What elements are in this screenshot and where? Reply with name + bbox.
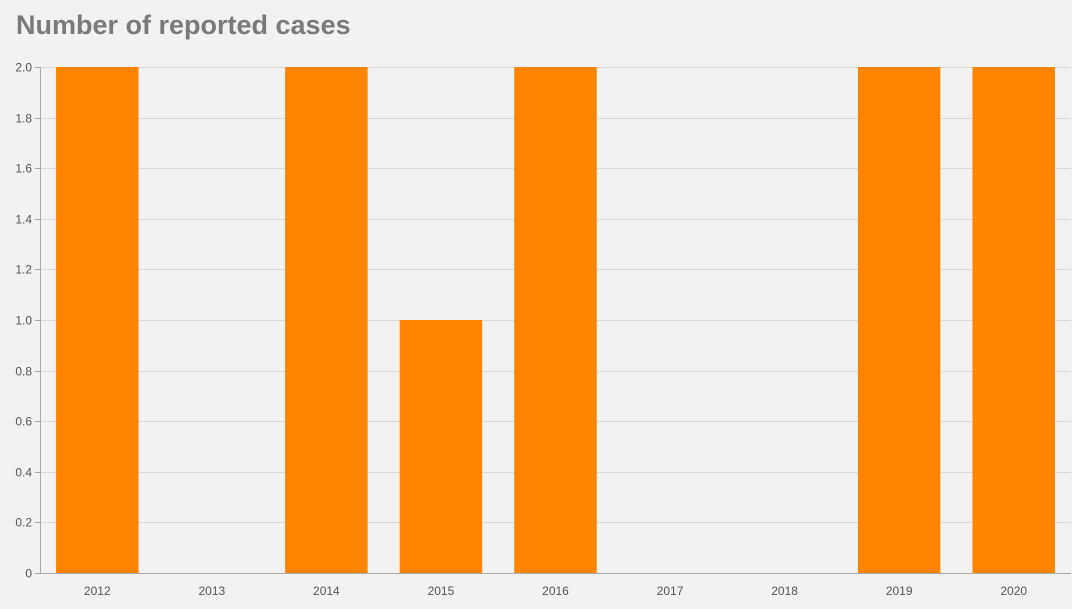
y-tick-label: 1.8 [15, 112, 32, 126]
y-tick-label: 1.6 [15, 162, 32, 176]
y-tick-label: 0.2 [15, 516, 32, 530]
x-tick-label: 2013 [198, 584, 225, 598]
y-tick-label: 1.4 [15, 213, 32, 227]
x-tick-label: 2012 [84, 584, 111, 598]
y-tick-label: 0.6 [15, 415, 32, 429]
bars [56, 67, 1055, 573]
y-tick-label: 1.2 [15, 263, 32, 277]
bar-2019[interactable] [857, 67, 941, 573]
x-tick-label: 2016 [542, 584, 569, 598]
bar-2020[interactable] [972, 67, 1055, 573]
bar-2015[interactable] [399, 320, 483, 573]
chart-title: Number of reported cases [16, 10, 351, 40]
x-tick-label: 2018 [771, 584, 798, 598]
x-tick-label: 2019 [886, 584, 913, 598]
x-tick-label: 2020 [1000, 584, 1027, 598]
y-tick-label: 1.0 [15, 314, 32, 328]
x-tick-labels: 2012 2013 2014 2015 2016 2017 2018 2019 2020 [84, 584, 1027, 598]
y-tick-label: 0 [25, 567, 32, 581]
y-tick-labels: 0 0.2 0.4 0.6 0.8 1.0 1.2 1.4 1.6 1.8 2.0 [15, 61, 32, 581]
x-tick-label: 2017 [657, 584, 684, 598]
y-tick-label: 0.8 [15, 365, 32, 379]
x-tick-label: 2015 [428, 584, 455, 598]
y-tick-label: 0.4 [15, 466, 32, 480]
y-tick-label: 2.0 [15, 61, 32, 75]
bar-2014[interactable] [285, 67, 368, 573]
x-tick-label: 2014 [313, 584, 340, 598]
bar-2012[interactable] [56, 67, 139, 573]
bar-2016[interactable] [514, 67, 597, 573]
axes [35, 67, 1071, 574]
